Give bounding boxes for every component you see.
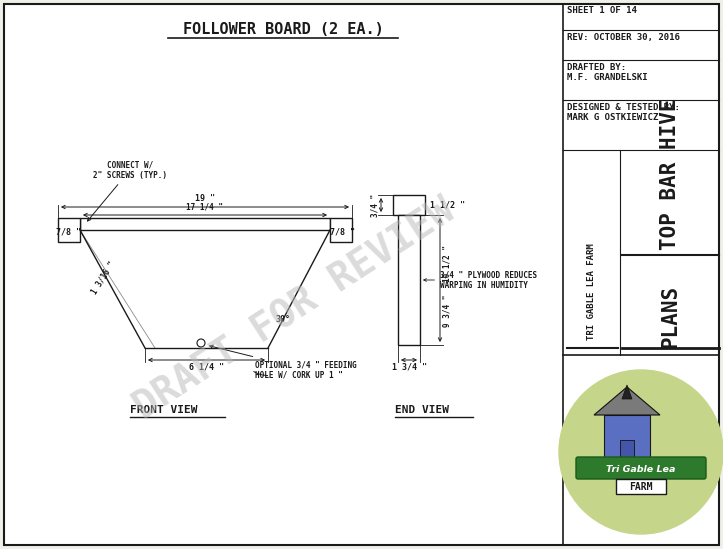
Text: END VIEW: END VIEW	[395, 405, 449, 415]
Text: FARM: FARM	[629, 482, 653, 492]
Bar	[616, 479, 666, 494]
Text: 9 3/4 ": 9 3/4 "	[442, 295, 451, 327]
Text: TOP BAR HIVE: TOP BAR HIVE	[660, 98, 680, 250]
Polygon shape	[622, 385, 632, 399]
Text: 30°: 30°	[276, 316, 291, 324]
FancyBboxPatch shape	[576, 457, 706, 479]
Text: SHEET 1 OF 14: SHEET 1 OF 14	[567, 6, 637, 15]
Text: REV: OCTOBER 30, 2016: REV: OCTOBER 30, 2016	[567, 33, 680, 42]
Bar	[398, 215, 420, 345]
Text: TRI GABLE LEA FARM: TRI GABLE LEA FARM	[588, 243, 596, 340]
Text: 3/4 " PLYWOOD REDUCES
WARPING IN HUMIDITY: 3/4 " PLYWOOD REDUCES WARPING IN HUMIDIT…	[424, 270, 537, 290]
Text: OPTIONAL 3/4 " FEEDING
HOLE W/ CORK UP 1 ": OPTIONAL 3/4 " FEEDING HOLE W/ CORK UP 1…	[210, 345, 356, 379]
Text: 1 3/4 ": 1 3/4 "	[391, 363, 427, 372]
Text: 17 1/4 ": 17 1/4 "	[187, 203, 223, 212]
Text: 6 1/4 ": 6 1/4 "	[189, 363, 224, 372]
Text: PLANS: PLANS	[660, 285, 680, 348]
Text: 1 1/2 ": 1 1/2 "	[430, 200, 465, 210]
Bar	[393, 195, 425, 215]
Bar	[58, 218, 80, 242]
Text: 7/8 ": 7/8 "	[56, 227, 80, 237]
Polygon shape	[594, 387, 660, 415]
Text: 1 3/16 ": 1 3/16 "	[90, 260, 116, 296]
Text: 3/4 ": 3/4 "	[370, 193, 379, 216]
Text: CONNECT W/
2" SCREWS (TYP.): CONNECT W/ 2" SCREWS (TYP.)	[87, 160, 167, 221]
Bar	[80, 218, 330, 230]
Text: DRAFTED BY:
M.F. GRANDELSKI: DRAFTED BY: M.F. GRANDELSKI	[567, 63, 648, 82]
Bar	[330, 218, 352, 242]
Text: DRAFT FOR REVIEW: DRAFT FOR REVIEW	[128, 192, 462, 428]
Circle shape	[197, 339, 205, 347]
Text: FRONT VIEW: FRONT VIEW	[130, 405, 197, 415]
Text: FOLLOWER BOARD (2 EA.): FOLLOWER BOARD (2 EA.)	[183, 23, 383, 37]
Text: 19 ": 19 "	[195, 194, 215, 203]
Text: DESIGNED & TESTED BY:
MARK G OSTKIEWICZ: DESIGNED & TESTED BY: MARK G OSTKIEWICZ	[567, 103, 680, 122]
Text: Tri Gable Lea: Tri Gable Lea	[607, 464, 676, 473]
Bar	[604, 415, 650, 467]
Circle shape	[559, 370, 723, 534]
Text: 10 1/2 ": 10 1/2 "	[442, 245, 451, 282]
Bar	[620, 440, 634, 467]
Text: 7/8 ": 7/8 "	[330, 227, 354, 237]
